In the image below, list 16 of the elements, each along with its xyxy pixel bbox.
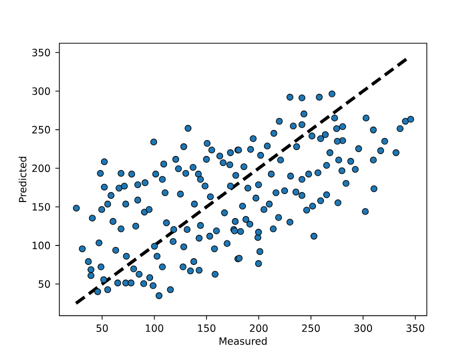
y-tick-label: 200 xyxy=(32,164,50,172)
x-tick-label: 150 xyxy=(198,324,216,332)
y-axis-title: Predicted xyxy=(18,156,26,202)
x-tick-label: 350 xyxy=(406,324,424,332)
y-tick-label: 350 xyxy=(32,48,50,56)
y-tick-label: 150 xyxy=(32,203,50,211)
x-tick-label: 100 xyxy=(146,324,164,332)
y-tick-label: 100 xyxy=(32,242,50,250)
x-tick-label: 50 xyxy=(96,324,108,332)
x-tick-label: 300 xyxy=(354,324,372,332)
y-tick-label: 50 xyxy=(38,280,50,288)
x-tick-label: 200 xyxy=(250,324,268,332)
y-tick-label: 300 xyxy=(32,87,50,95)
x-tick-label: 250 xyxy=(302,324,320,332)
x-axis-title: Measured xyxy=(220,337,267,345)
y-tick-label: 250 xyxy=(32,126,50,134)
